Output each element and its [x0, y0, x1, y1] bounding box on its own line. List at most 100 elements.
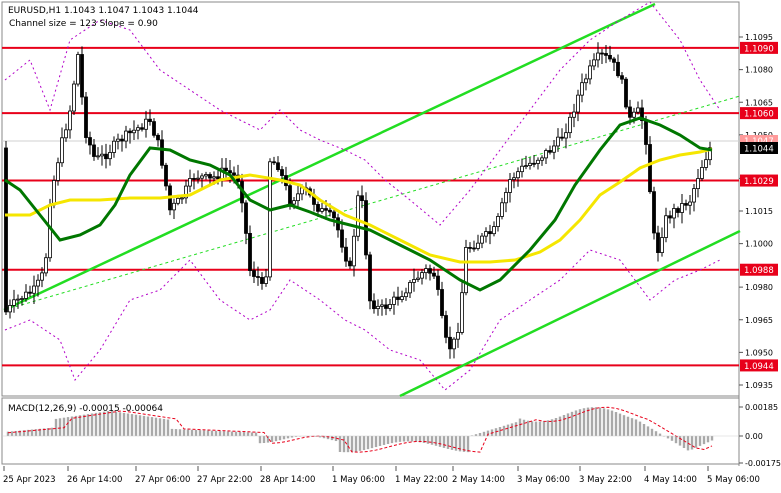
macd-histogram-bar: [410, 436, 414, 442]
macd-histogram-bar: [114, 411, 118, 436]
macd-signal-line[interactable]: [7, 406, 713, 453]
macd-histogram-bar: [682, 436, 686, 448]
candle-body: [440, 289, 444, 316]
macd-histogram-bar: [614, 412, 618, 436]
candle-body: [80, 54, 84, 98]
macd-histogram-bar: [170, 428, 174, 436]
macd-histogram-bar: [134, 414, 138, 436]
macd-histogram-bar: [602, 408, 606, 436]
macd-histogram-bar: [654, 431, 658, 436]
macd-histogram-bar: [374, 436, 378, 448]
candle-body: [28, 291, 32, 294]
macd-histogram-bar: [378, 436, 382, 446]
ma-slow-line[interactable]: [4, 116, 713, 292]
candle-body: [132, 129, 136, 134]
candle-body: [652, 191, 656, 234]
candle-body: [488, 231, 492, 235]
candle-body: [428, 268, 432, 274]
time-tick-label: 3 May 22:00: [579, 475, 632, 485]
macd-histogram-bar: [230, 431, 234, 436]
candle-body: [72, 83, 76, 112]
macd-histogram-bar: [518, 418, 522, 436]
candle-body: [332, 211, 336, 219]
macd-histogram-bar: [574, 410, 578, 436]
macd-histogram-bar: [246, 432, 250, 436]
channel-upper-line[interactable]: [3, 2, 656, 312]
candle-body: [484, 231, 488, 237]
macd-histogram-bar: [346, 436, 350, 453]
candle-body: [508, 179, 512, 193]
candle-body: [580, 82, 584, 96]
macd-histogram-bar: [294, 436, 298, 437]
candle-body: [664, 215, 668, 238]
macd-histogram-bar: [514, 422, 518, 436]
candle-body: [84, 96, 88, 138]
macd-histogram-bar: [606, 409, 610, 436]
macd-histogram-bar: [14, 430, 18, 436]
candle-body: [192, 178, 196, 180]
candle-body: [56, 162, 60, 181]
macd-histogram-bar: [50, 427, 54, 436]
macd-histogram-bar: [566, 413, 570, 436]
macd-histogram-bar: [454, 436, 458, 451]
macd-histogram-bar: [22, 430, 26, 436]
macd-histogram-bar: [166, 419, 170, 436]
candle-body: [116, 138, 120, 142]
macd-histogram-bar: [318, 436, 322, 438]
bollinger-lower-band[interactable]: [4, 249, 721, 391]
channel-lower-line[interactable]: [399, 229, 741, 398]
macd-histogram-bar: [66, 417, 70, 436]
macd-histogram-bar: [142, 415, 146, 436]
candle-body: [64, 129, 68, 139]
macd-histogram-bar: [282, 436, 286, 440]
macd-histogram-bar: [42, 428, 46, 436]
candle-body: [140, 127, 144, 130]
candle-body: [280, 169, 284, 176]
candle-body: [384, 304, 388, 309]
candle-body: [392, 296, 396, 305]
candle-body: [44, 257, 48, 274]
candle-body: [648, 144, 652, 193]
macd-histogram-bar: [418, 436, 422, 443]
candle-body: [492, 226, 496, 235]
candle-body: [556, 136, 560, 147]
macd-histogram-bar: [38, 428, 42, 436]
macd-histogram-bar: [694, 436, 698, 448]
candle-body: [600, 52, 604, 55]
macd-histogram-bar: [102, 411, 106, 436]
candle-body: [204, 174, 208, 177]
candle-body: [180, 197, 184, 200]
time-tick-label: 27 Apr 22:00: [197, 475, 252, 485]
price-level-tag: [740, 107, 778, 120]
candle-body: [228, 170, 232, 174]
macd-histogram-bar: [322, 436, 326, 439]
candle-body: [268, 161, 272, 278]
ma-fast-line[interactable]: [5, 147, 713, 264]
macd-histogram-bar: [178, 429, 182, 436]
macd-histogram-bar: [422, 436, 426, 443]
macd-histogram-bar: [54, 418, 58, 436]
candle-body: [120, 138, 124, 142]
bollinger-upper-band[interactable]: [4, 1, 721, 226]
macd-histogram-bar: [326, 436, 330, 440]
macd-tick-label: 0.00185: [745, 403, 778, 412]
candle-body: [504, 192, 508, 204]
candle-body: [148, 118, 152, 123]
macd-histogram-bar: [502, 425, 506, 436]
candle-body: [412, 279, 416, 283]
candle-body: [480, 235, 484, 244]
macd-histogram-bar: [118, 412, 122, 436]
candle-body: [348, 260, 352, 267]
candle-body: [496, 216, 500, 227]
macd-histogram-bar: [46, 428, 50, 436]
price-level-label: 1.0944: [744, 362, 774, 372]
channel-middle-line[interactable]: [3, 95, 741, 311]
candle-body: [196, 177, 200, 180]
candle-body: [316, 204, 320, 212]
candle-body: [376, 305, 380, 310]
macd-histogram-bar: [186, 429, 190, 436]
candle-body: [704, 159, 708, 168]
macd-histogram-bar: [314, 436, 318, 437]
